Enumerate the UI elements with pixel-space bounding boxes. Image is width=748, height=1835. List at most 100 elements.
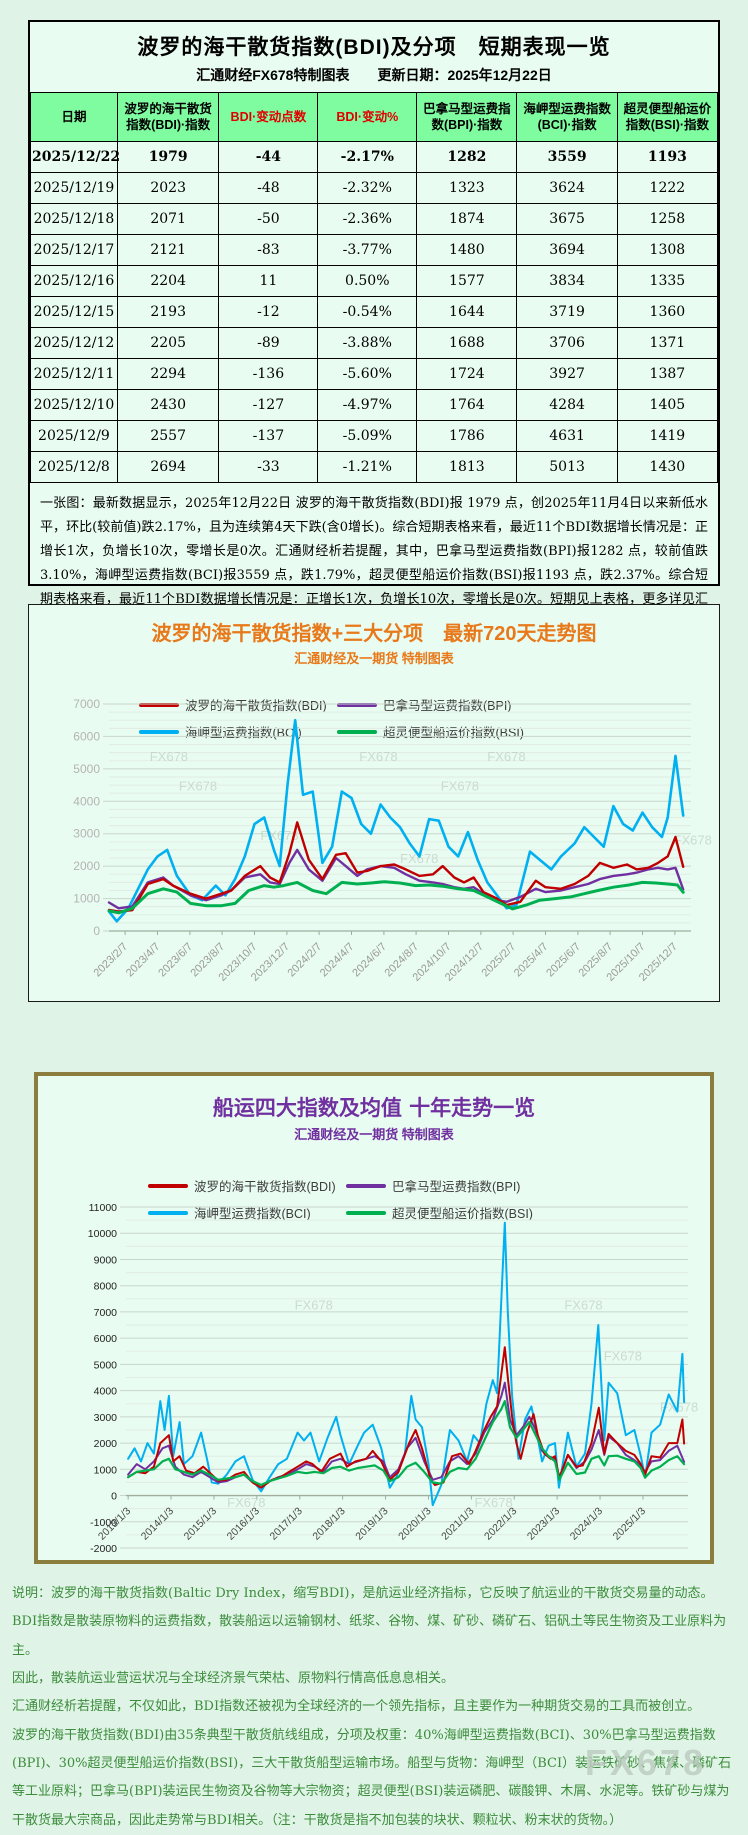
bdi-table: 日期 波罗的海干散货指数(BDI)·指数 BDI·变动点数 BDI·变动% 巴拿马型运费… xyxy=(30,92,719,483)
svg-text:2023/1/3: 2023/1/3 xyxy=(525,1505,562,1542)
footnote-line: 汇通财经析若提醒，不仅如此，BDI指数还被视为全球经济的一个领先指标，且主要作为… xyxy=(12,1699,701,1715)
svg-text:6000: 6000 xyxy=(73,729,100,743)
svg-text:2016/1/3: 2016/1/3 xyxy=(225,1505,262,1542)
table-cell: -2.32% xyxy=(317,172,418,204)
legend-label: 巴拿马型运费指数(BPI) xyxy=(383,699,512,713)
table-cell: -2.17% xyxy=(317,141,418,173)
fx678-watermark: FX678 xyxy=(359,749,397,764)
legend-line-swatch xyxy=(148,1183,188,1188)
table-cell: -3.77% xyxy=(317,234,418,266)
table-cell: 2025/12/9 xyxy=(30,420,118,452)
svg-text:2024/6/7: 2024/6/7 xyxy=(350,941,389,980)
table-cell: -137 xyxy=(218,420,319,452)
table-cell: 2294 xyxy=(116,358,220,390)
table-cell: 11 xyxy=(218,265,319,297)
table-cell: 2025/12/17 xyxy=(30,234,118,266)
table-cell: 2025/12/18 xyxy=(30,203,118,235)
table-cell: 2023 xyxy=(116,172,220,204)
table-cell: 4631 xyxy=(516,420,618,452)
fx678-watermark: FX678 xyxy=(441,778,479,793)
svg-text:2014/1/3: 2014/1/3 xyxy=(139,1505,176,1542)
table-cell: 1979 xyxy=(116,141,220,173)
table-cell: 1480 xyxy=(416,234,518,266)
table-cell: 3675 xyxy=(516,203,618,235)
table-cell: 2025/12/11 xyxy=(30,358,118,390)
table-cell: 3624 xyxy=(516,172,618,204)
series-line xyxy=(107,821,685,913)
table-cell: -50 xyxy=(218,203,319,235)
series-line xyxy=(126,1400,686,1487)
svg-text:2018/1/3: 2018/1/3 xyxy=(310,1505,347,1542)
table-row: 2025/12/15 2193 -12 -0.54% 1644 3719 1360 xyxy=(30,296,719,328)
table-cell: 3559 xyxy=(516,141,618,173)
svg-text:1000: 1000 xyxy=(94,1464,118,1476)
fx678-watermark: FX678 xyxy=(295,1297,333,1312)
table-body: 2025/12/22 1979 -44 -2.17% 1282 3559 1193 2025/… xyxy=(30,141,719,483)
chart-10y-panel: 船运四大指数及均值 十年走势一览 汇通财经及一期货 特制图表 波罗的海干散货指数… xyxy=(34,1072,714,1564)
column-header: 日期 xyxy=(30,92,118,142)
table-row: 2025/12/10 2430 -127 -4.97% 1764 4284 1405 xyxy=(30,389,719,421)
table-row: 2025/12/17 2121 -83 -3.77% 1480 3694 1308 xyxy=(30,234,719,266)
svg-text:2025/6/7: 2025/6/7 xyxy=(544,941,583,980)
table-cell: 2071 xyxy=(116,203,220,235)
table-cell: 2025/12/8 xyxy=(30,451,118,483)
svg-text:0: 0 xyxy=(111,1491,117,1503)
svg-text:4000: 4000 xyxy=(73,794,100,808)
table-row: 2025/12/11 2294 -136 -5.60% 1724 3927 1387 xyxy=(30,358,719,390)
chart-720d-subtitle: 汇通财经及一期货 特制图表 xyxy=(294,651,454,666)
svg-text:0: 0 xyxy=(93,924,100,938)
table-cell: 2025/12/22 xyxy=(30,141,120,173)
footnote-line: BDI指数是散装原物料的运费指数，散装船运以运输钢材、纸浆、谷物、煤、矿砂、磷矿… xyxy=(12,1614,727,1658)
table-cell: -3.88% xyxy=(317,327,418,359)
table-cell: 2193 xyxy=(116,296,220,328)
legend-line-swatch xyxy=(346,1183,386,1188)
series-line xyxy=(107,718,685,923)
table-cell: 2025/12/15 xyxy=(30,296,118,328)
table-cell: 1360 xyxy=(616,296,719,328)
table-cell: -1.21% xyxy=(317,451,418,483)
chart-10y-legend: 波罗的海干散货指数(BDI) 巴拿马型运费指数(BPI) 海岬型运费指数(BCI) 超… xyxy=(38,1176,710,1230)
table-cell: 3719 xyxy=(516,296,618,328)
column-header: 波罗的海干散货指数(BDI)·指数 xyxy=(116,92,220,142)
table-row: 2025/12/19 2023 -48 -2.32% 1323 3624 1222 xyxy=(30,172,719,204)
svg-text:2000: 2000 xyxy=(94,1438,118,1450)
table-cell: 0.50% xyxy=(317,265,418,297)
chart-10y-subtitle: 汇通财经及一期货 特制图表 xyxy=(294,1127,454,1142)
fx678-watermark: FX678 xyxy=(150,749,188,764)
table-cell: 1335 xyxy=(616,265,719,297)
table-cell: 1644 xyxy=(416,296,518,328)
legend-line-swatch xyxy=(148,1210,188,1215)
table-cell: 2204 xyxy=(116,265,220,297)
table-cell: 1764 xyxy=(416,389,518,421)
table-cell: -33 xyxy=(218,451,319,483)
svg-text:2021/1/3: 2021/1/3 xyxy=(439,1505,476,1542)
series-line xyxy=(107,880,685,915)
chart-10y-canvas: -2000 -1000 0 1000 2000 3000 4000 5000 6000 7000 8… xyxy=(88,1202,698,1555)
table-cell: -2.36% xyxy=(317,203,418,235)
svg-text:-2000: -2000 xyxy=(90,1543,117,1555)
table-cell: 2694 xyxy=(116,451,220,483)
table-cell: 1282 xyxy=(416,141,518,173)
table-cell: 2025/12/16 xyxy=(30,265,118,297)
chart-720d-panel: 波罗的海干散货指数+三大分项 最新720天走势图 汇通财经及一期货 特制图表 波… xyxy=(28,604,720,1002)
fx678-watermark: FX678 xyxy=(584,1742,706,1783)
table-cell: 1688 xyxy=(416,327,518,359)
svg-text:2023/6/7: 2023/6/7 xyxy=(156,941,195,980)
svg-text:2017/1/3: 2017/1/3 xyxy=(267,1505,304,1542)
svg-text:2023/2/7: 2023/2/7 xyxy=(91,941,130,980)
table-cell: 3706 xyxy=(516,327,618,359)
legend-label: 波罗的海干散货指数(BDI) xyxy=(194,1180,336,1194)
svg-text:2000: 2000 xyxy=(73,859,100,873)
table-cell: 1193 xyxy=(616,141,719,173)
table-row: 2025/12/18 2071 -50 -2.36% 1874 3675 1258 xyxy=(30,203,719,235)
fx678-watermark: FX678 xyxy=(660,1400,698,1415)
table-cell: -5.60% xyxy=(317,358,418,390)
fx678-watermark: FX678 xyxy=(487,749,525,764)
svg-text:5000: 5000 xyxy=(94,1359,118,1371)
legend-item: 超灵便型船运价指数(BSI) xyxy=(346,1203,533,1222)
footnote-text: 说明：波罗的海干散货指数(Baltic Dry Index，缩写BDI)，是航运… xyxy=(12,1580,738,1835)
legend-label: 超灵便型船运价指数(BSI) xyxy=(392,1207,533,1221)
table-cell: 2025/12/19 xyxy=(30,172,118,204)
svg-text:11000: 11000 xyxy=(89,1202,118,1214)
column-header: 巴拿马型运费指数(BPI)·指数 xyxy=(416,92,518,142)
